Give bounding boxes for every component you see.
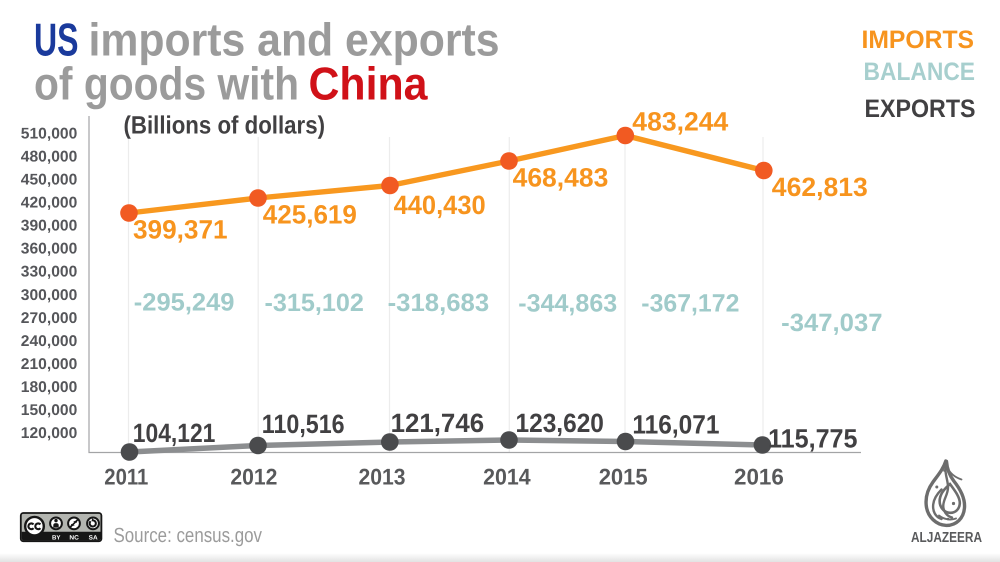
svg-text:210,000: 210,000 — [21, 356, 78, 373]
svg-text:468,483: 468,483 — [513, 162, 609, 192]
svg-text:-315,102: -315,102 — [265, 289, 364, 317]
svg-text:(Billions of dollars): (Billions of dollars) — [124, 112, 326, 140]
svg-text:China: China — [309, 57, 428, 109]
svg-text:US: US — [34, 14, 79, 66]
svg-text:480,000: 480,000 — [21, 148, 78, 165]
svg-text:ALJAZEERA: ALJAZEERA — [911, 530, 982, 546]
svg-text:390,000: 390,000 — [21, 218, 78, 235]
svg-text:440,430: 440,430 — [394, 190, 486, 220]
svg-text:450,000: 450,000 — [21, 172, 78, 189]
svg-text:-347,037: -347,037 — [781, 309, 882, 337]
svg-text:NC: NC — [69, 534, 79, 541]
svg-text:imports and exports: imports and exports — [89, 14, 500, 66]
svg-text:2012: 2012 — [230, 463, 277, 489]
svg-text:300,000: 300,000 — [21, 287, 78, 304]
svg-text:2016: 2016 — [734, 463, 784, 489]
svg-text:104,121: 104,121 — [133, 418, 216, 448]
svg-text:-367,172: -367,172 — [641, 290, 739, 318]
svg-text:Source: census.gov: Source: census.gov — [114, 524, 263, 547]
svg-text:IMPORTS: IMPORTS — [862, 26, 975, 54]
svg-text:150,000: 150,000 — [21, 402, 78, 419]
svg-text:399,371: 399,371 — [133, 214, 228, 244]
svg-text:-318,683: -318,683 — [388, 289, 490, 317]
svg-text:SA: SA — [89, 534, 99, 541]
svg-text:BALANCE: BALANCE — [864, 58, 976, 86]
svg-text:425,619: 425,619 — [263, 200, 357, 230]
svg-text:180,000: 180,000 — [21, 379, 78, 396]
svg-text:483,244: 483,244 — [632, 107, 728, 137]
svg-text:2011: 2011 — [104, 463, 148, 489]
svg-text:462,813: 462,813 — [772, 172, 868, 202]
svg-text:270,000: 270,000 — [21, 310, 78, 327]
svg-text:121,746: 121,746 — [391, 408, 485, 438]
svg-text:115,775: 115,775 — [768, 424, 857, 454]
svg-text:120,000: 120,000 — [21, 425, 78, 442]
svg-text:2013: 2013 — [359, 463, 406, 489]
svg-text:510,000: 510,000 — [21, 125, 78, 142]
svg-text:110,516: 110,516 — [262, 409, 345, 439]
svg-text:360,000: 360,000 — [21, 241, 78, 258]
svg-text:2014: 2014 — [483, 463, 531, 489]
svg-text:BY: BY — [52, 534, 61, 541]
svg-text:330,000: 330,000 — [21, 264, 78, 281]
svg-text:123,620: 123,620 — [516, 408, 604, 438]
svg-text:2015: 2015 — [599, 463, 648, 489]
svg-text:of goods with: of goods with — [34, 57, 299, 109]
svg-text:-295,249: -295,249 — [134, 289, 235, 317]
svg-text:EXPORTS: EXPORTS — [865, 95, 976, 123]
svg-text:240,000: 240,000 — [21, 333, 78, 350]
svg-text:-344,863: -344,863 — [518, 290, 617, 318]
svg-text:116,071: 116,071 — [632, 409, 719, 439]
svg-text:420,000: 420,000 — [21, 195, 78, 212]
